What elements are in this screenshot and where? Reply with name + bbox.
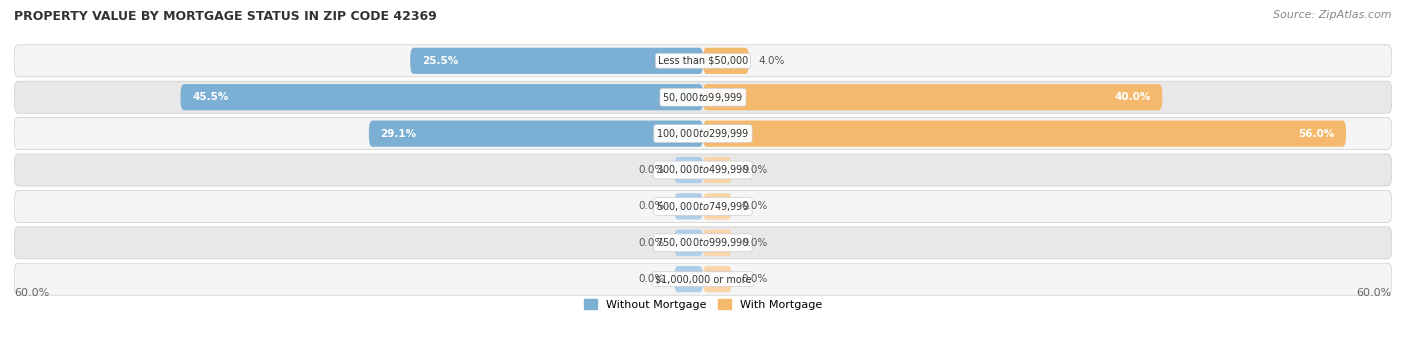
Text: $750,000 to $999,999: $750,000 to $999,999 xyxy=(657,236,749,249)
FancyBboxPatch shape xyxy=(14,118,1392,150)
FancyBboxPatch shape xyxy=(703,48,749,74)
Text: 0.0%: 0.0% xyxy=(741,274,768,284)
FancyBboxPatch shape xyxy=(14,81,1392,113)
FancyBboxPatch shape xyxy=(703,157,731,183)
Text: 0.0%: 0.0% xyxy=(741,201,768,211)
Text: Source: ZipAtlas.com: Source: ZipAtlas.com xyxy=(1274,10,1392,20)
Text: $100,000 to $299,999: $100,000 to $299,999 xyxy=(657,127,749,140)
FancyBboxPatch shape xyxy=(675,266,703,292)
Text: 4.0%: 4.0% xyxy=(758,56,785,66)
FancyBboxPatch shape xyxy=(14,190,1392,222)
FancyBboxPatch shape xyxy=(180,84,703,110)
FancyBboxPatch shape xyxy=(14,227,1392,259)
Text: $1,000,000 or more: $1,000,000 or more xyxy=(655,274,751,284)
FancyBboxPatch shape xyxy=(411,48,703,74)
Text: Less than $50,000: Less than $50,000 xyxy=(658,56,748,66)
Text: 25.5%: 25.5% xyxy=(422,56,458,66)
FancyBboxPatch shape xyxy=(14,263,1392,295)
FancyBboxPatch shape xyxy=(703,193,731,220)
Text: 0.0%: 0.0% xyxy=(741,238,768,248)
Text: $300,000 to $499,999: $300,000 to $499,999 xyxy=(657,164,749,176)
Text: 29.1%: 29.1% xyxy=(381,129,416,139)
Text: 0.0%: 0.0% xyxy=(638,165,665,175)
FancyBboxPatch shape xyxy=(703,230,731,256)
Legend: Without Mortgage, With Mortgage: Without Mortgage, With Mortgage xyxy=(579,295,827,314)
FancyBboxPatch shape xyxy=(703,120,1346,147)
Text: 0.0%: 0.0% xyxy=(638,238,665,248)
Text: 60.0%: 60.0% xyxy=(1357,288,1392,298)
FancyBboxPatch shape xyxy=(675,230,703,256)
Text: 0.0%: 0.0% xyxy=(638,274,665,284)
Text: $50,000 to $99,999: $50,000 to $99,999 xyxy=(662,91,744,104)
FancyBboxPatch shape xyxy=(14,45,1392,77)
FancyBboxPatch shape xyxy=(703,266,731,292)
Text: 60.0%: 60.0% xyxy=(14,288,49,298)
Text: 0.0%: 0.0% xyxy=(741,165,768,175)
FancyBboxPatch shape xyxy=(368,120,703,147)
Text: 56.0%: 56.0% xyxy=(1298,129,1334,139)
FancyBboxPatch shape xyxy=(675,157,703,183)
Text: $500,000 to $749,999: $500,000 to $749,999 xyxy=(657,200,749,213)
Text: 45.5%: 45.5% xyxy=(193,92,228,102)
Text: PROPERTY VALUE BY MORTGAGE STATUS IN ZIP CODE 42369: PROPERTY VALUE BY MORTGAGE STATUS IN ZIP… xyxy=(14,10,437,23)
FancyBboxPatch shape xyxy=(675,193,703,220)
FancyBboxPatch shape xyxy=(703,84,1163,110)
Text: 40.0%: 40.0% xyxy=(1115,92,1152,102)
FancyBboxPatch shape xyxy=(14,154,1392,186)
Text: 0.0%: 0.0% xyxy=(638,201,665,211)
